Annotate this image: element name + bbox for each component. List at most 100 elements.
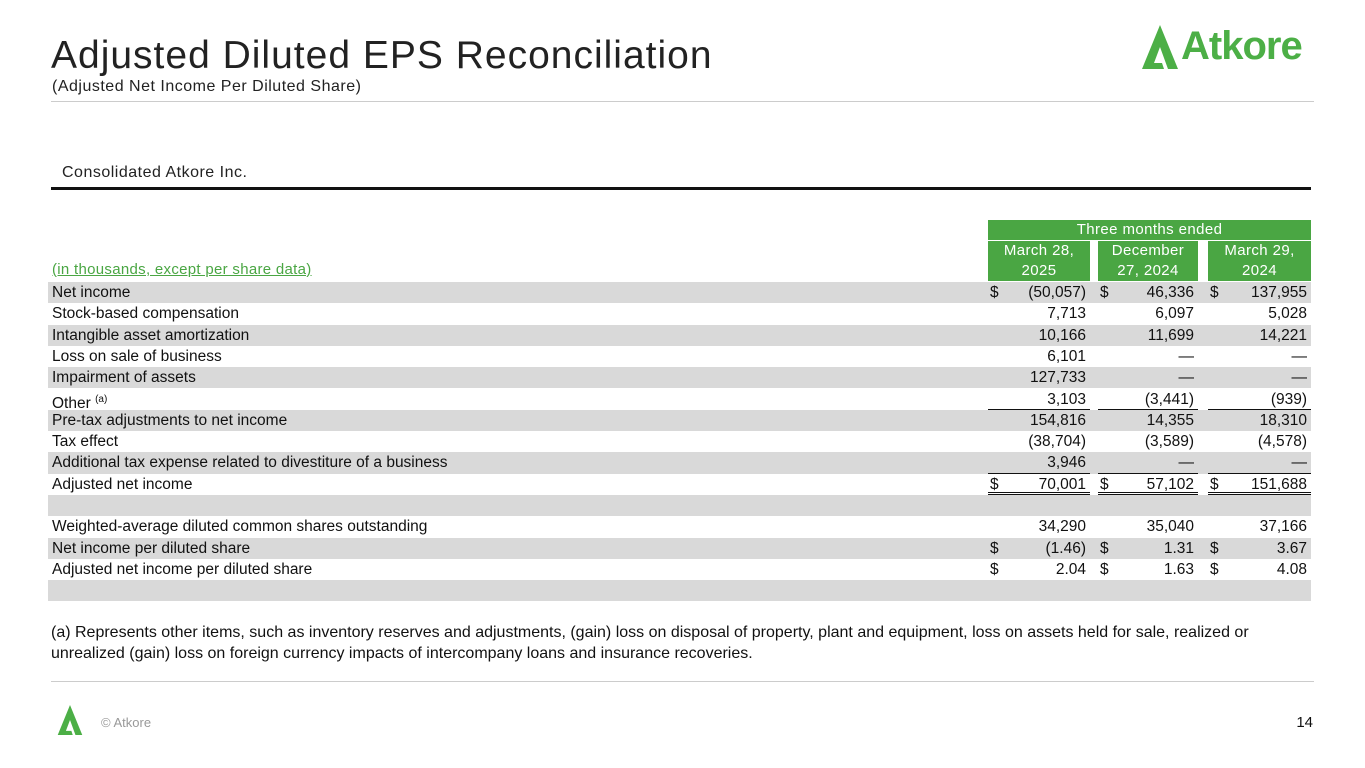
value: 18,310 [1259, 411, 1307, 429]
row-label: Impairment of assets [52, 369, 196, 387]
row-label: Other (a) [52, 393, 108, 412]
value: — [1291, 369, 1308, 387]
row-label: Net income [52, 284, 131, 301]
atkore-logo-icon [1142, 24, 1178, 69]
section-divider [51, 187, 1311, 190]
currency-symbol: $ [1210, 539, 1219, 557]
value: 5,028 [1268, 305, 1307, 323]
value: (50,057) [1028, 284, 1086, 301]
column-header-1: March 28, 2025 [988, 241, 1090, 281]
divider [51, 101, 1314, 102]
row-label: Net income per diluted share [52, 539, 251, 557]
copyright: © Atkore [101, 715, 152, 730]
value: 127,733 [1029, 369, 1086, 387]
value-cell: — [1208, 346, 1311, 367]
currency-symbol: $ [1210, 475, 1219, 493]
footer-divider [51, 681, 1314, 682]
currency-symbol: $ [1100, 560, 1109, 578]
value: 154,816 [1029, 411, 1086, 429]
value-cell: — [1098, 346, 1198, 367]
table-row: Additional tax expense related to divest… [48, 452, 1311, 474]
column-header-3: March 29, 2024 [1208, 241, 1311, 281]
value-cell: — [1098, 452, 1198, 474]
value-cell [1208, 495, 1311, 516]
value-cell: 3,103 [988, 389, 1090, 410]
value: 35,040 [1146, 518, 1194, 536]
currency-symbol: $ [1210, 560, 1219, 578]
value-cell: (38,704) [988, 431, 1090, 452]
table-row: Adjusted net income per diluted share $2.… [48, 559, 1311, 580]
table-row: Weighted-average diluted common shares o… [48, 516, 1311, 537]
value: 46,336 [1146, 284, 1194, 301]
value: 3.67 [1276, 539, 1307, 557]
value-cell: $46,336 [1098, 282, 1198, 303]
atkore-logo: Atkore [1142, 24, 1303, 69]
page-number: 14 [1296, 714, 1313, 731]
table-row [48, 495, 1311, 517]
table-row: Adjusted net income $70,001 $57,102 $151,68… [48, 474, 1311, 495]
currency-symbol: $ [1100, 539, 1109, 557]
value: (3,589) [1144, 433, 1194, 451]
value-cell: 6,097 [1098, 303, 1198, 324]
table-row: Tax effect (38,704) (3,589) (4,578) [48, 431, 1311, 452]
value: 7,713 [1047, 305, 1086, 323]
value-cell: $2.04 [988, 559, 1090, 580]
value: 4.08 [1276, 560, 1307, 578]
value: (38,704) [1028, 433, 1086, 451]
value: 3,103 [1047, 390, 1086, 408]
value: — [1178, 369, 1195, 387]
value: 151,688 [1250, 475, 1307, 493]
value-cell: (3,589) [1098, 431, 1198, 452]
value: — [1178, 454, 1195, 472]
row-label: Intangible asset amortization [52, 326, 250, 344]
value-cell: $1.31 [1098, 538, 1198, 559]
value-cell: $ (1.46) [988, 538, 1090, 559]
group-header: Three months ended [988, 220, 1311, 240]
value: 10,166 [1038, 326, 1086, 344]
value-cell: 37,166 [1208, 516, 1311, 537]
page-title: Adjusted Diluted EPS Reconciliation [51, 34, 713, 77]
currency-symbol: $ [990, 475, 999, 493]
value: — [1178, 347, 1195, 365]
value-cell: 5,028 [1208, 303, 1311, 324]
value-cell: 34,290 [988, 516, 1090, 537]
table-row [48, 580, 1311, 602]
value: 57,102 [1146, 475, 1194, 493]
value-cell: — [1208, 452, 1311, 474]
value-cell: (3,441) [1098, 389, 1198, 410]
value: 137,955 [1250, 284, 1307, 301]
value-cell [1098, 495, 1198, 516]
value-cell: — [1208, 367, 1311, 388]
value-cell [1098, 580, 1198, 601]
value-cell: 154,816 [988, 410, 1090, 431]
value: 14,355 [1146, 411, 1194, 429]
value-cell: $57,102 [1098, 474, 1198, 495]
currency-symbol: $ [990, 284, 999, 301]
currency-symbol: $ [1100, 284, 1109, 301]
value-cell [988, 495, 1090, 516]
value: 1.63 [1163, 560, 1194, 578]
currency-symbol: $ [990, 539, 999, 557]
value: 37,166 [1259, 518, 1307, 536]
column-header-2: December 27, 2024 [1098, 241, 1198, 281]
row-label: Adjusted net income [52, 475, 193, 493]
value: (4,578) [1257, 433, 1307, 451]
footnote: (a) Represents other items, such as inve… [51, 624, 1249, 662]
row-label: Tax effect [52, 433, 119, 451]
value-cell: 18,310 [1208, 410, 1311, 431]
value: 2.04 [1055, 560, 1086, 578]
table-row: Other (a) 3,103 (3,441) (939) [48, 389, 1311, 412]
table-row: Impairment of assets 127,733 — — [48, 367, 1311, 389]
value-cell: (939) [1208, 389, 1311, 410]
value: — [1291, 347, 1308, 365]
value-cell: $70,001 [988, 474, 1090, 495]
value: 11,699 [1147, 326, 1194, 344]
footer-logo-icon [57, 705, 83, 735]
value-cell: 127,733 [988, 367, 1090, 388]
row-label: Stock-based compensation [52, 305, 239, 323]
value-cell [988, 580, 1090, 601]
row-label: Additional tax expense related to divest… [52, 454, 448, 472]
row-label: Pre-tax adjustments to net income [52, 411, 288, 429]
value-cell: $1.63 [1098, 559, 1198, 580]
currency-symbol: $ [1210, 284, 1219, 301]
